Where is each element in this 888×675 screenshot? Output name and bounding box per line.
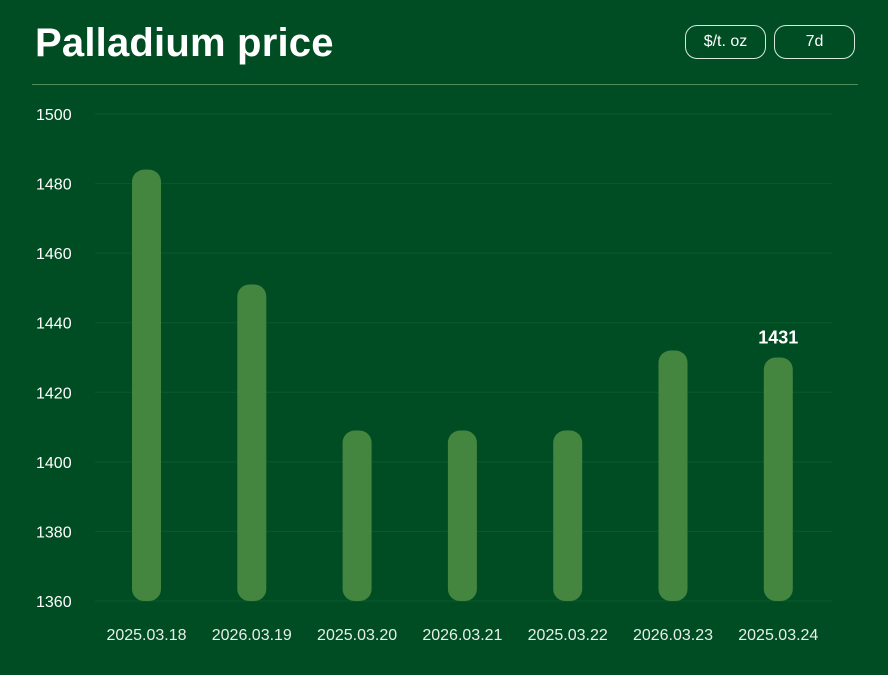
unit-selector-button[interactable]: $/t. oz: [685, 25, 766, 59]
bar: [342, 430, 372, 601]
page-title: Palladium price: [35, 21, 334, 65]
bar: [553, 430, 583, 601]
bar: [132, 169, 161, 601]
y-tick-label: 1500: [36, 107, 72, 124]
time-range-button[interactable]: 7d: [774, 25, 855, 59]
y-tick-label: 1380: [36, 524, 72, 541]
y-tick-label: 1420: [36, 385, 72, 402]
y-tick-label: 1360: [36, 594, 72, 611]
x-tick-label: 2025.03.20: [317, 627, 397, 644]
bar: [237, 284, 267, 601]
bar: [447, 430, 477, 601]
x-tick-label: 2025.03.24: [738, 627, 818, 644]
y-tick-label: 1400: [36, 455, 72, 472]
bar: [658, 350, 688, 601]
y-tick-label: 1460: [36, 246, 72, 263]
data-label: 1431: [758, 328, 798, 348]
header-divider: [32, 84, 858, 85]
x-tick-label: 2026.03.19: [212, 627, 292, 644]
y-tick-label: 1480: [36, 177, 72, 194]
x-tick-label: 2026.03.21: [422, 627, 502, 644]
y-tick-label: 1440: [36, 316, 72, 333]
bar: [763, 357, 793, 601]
x-tick-label: 2026.03.23: [633, 627, 713, 644]
x-tick-label: 2025.03.18: [106, 627, 186, 644]
x-tick-label: 2025.03.22: [528, 627, 608, 644]
